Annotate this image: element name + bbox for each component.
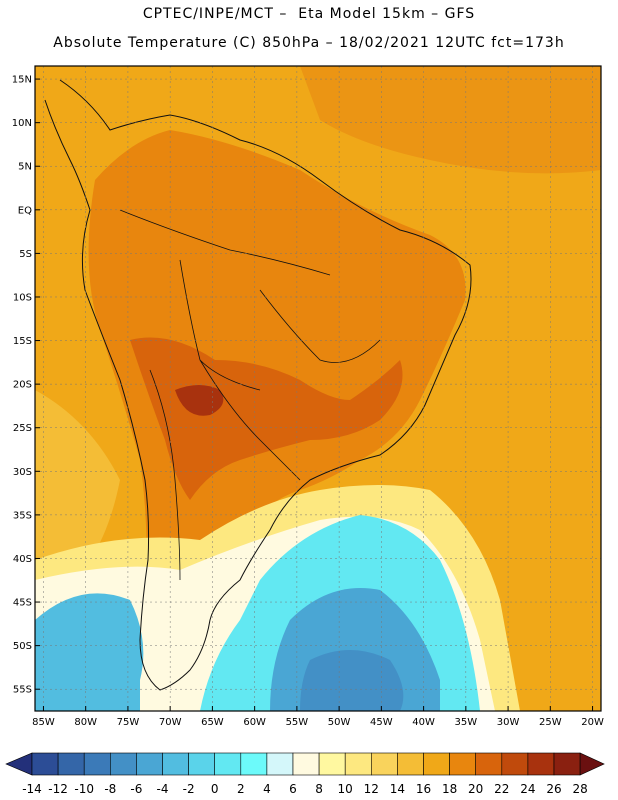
field-hot-core [130,337,403,500]
lat-tick-label: 55S [13,685,32,696]
country-borders [119,209,381,581]
lat-tick-label: 5N [18,162,32,173]
colorbar-label: 20 [468,782,483,796]
lat-tick-label: 10N [12,118,32,129]
colorbar-swatch [370,752,398,776]
lon-tick-label: 35W [455,717,478,728]
colorbar-label: 14 [390,782,405,796]
colorbar-swatch [501,752,529,776]
colorbar-label: 2 [237,782,245,796]
map-title: CPTEC/INPE/MCT – Eta Model 15km – GFS [142,6,476,22]
longitude-axis: 85W 80W 75W 70W 65W 60W 55W 50W 45W 40W 35W 30W 25W 2… [32,706,604,728]
lat-tick-label: 10S [13,292,32,303]
lon-tick-label: 55W [286,717,309,728]
coastline [44,79,472,691]
colorbar-label: 8 [315,782,323,796]
colorbar-label: 18 [442,782,457,796]
colorbar-label: -2 [183,782,195,796]
colorbar-label: -6 [130,782,142,796]
lat-tick-label: 15N [12,75,32,86]
lon-tick-label: 30W [497,717,520,728]
colorbar-swatch [240,752,268,776]
colorbar-swatch [397,752,424,776]
lat-tick-label: 40S [13,554,32,565]
map-frame [34,65,602,712]
colorbar-swatch [344,752,372,776]
lon-tick-label: 40W [412,717,435,728]
field-coldest [300,650,404,711]
lon-tick-label: 75W [117,717,140,728]
colorbar-swatch [475,752,503,776]
field-hottest [175,385,224,416]
colorbar-label: -12 [48,782,68,796]
colorbar-swatch [449,752,477,776]
lat-tick-label: 20S [13,380,32,391]
colorbar-arrow-left [5,752,33,776]
colorbar-label: 24 [520,782,535,796]
colorbar-swatch [188,752,216,776]
colorbar-label: 6 [289,782,297,796]
lon-tick-label: 45W [370,717,393,728]
lat-tick-label: 15S [13,336,32,347]
colorbar-swatch [527,752,555,776]
colorbar-swatch [318,752,346,776]
colorbar-swatch [266,752,294,776]
colorbar-swatch [214,752,242,776]
lon-tick-label: 65W [201,717,224,728]
lon-tick-label: 70W [159,717,182,728]
lat-tick-label: 5S [19,249,32,260]
field-sw-cold [35,593,144,711]
colorbar-label: 26 [546,782,561,796]
lat-tick-label: 50S [13,641,32,652]
latitude-axis: 15N 10N 5N EQ 5S 10S 15S 20S 25S 30S 35S 40S 45S 50S 5… [12,75,40,696]
colorbar-arrow-right [579,752,605,776]
map-gridlines [35,66,601,711]
colorbar-label: -8 [104,782,116,796]
colorbar-swatch [83,752,111,776]
colorbar-swatch [136,752,163,776]
lat-tick-label: 30S [13,467,32,478]
colorbar-swatch [162,752,189,776]
lon-tick-label: 50W [328,717,351,728]
colorbar-swatch [57,752,85,776]
colorbar-label: 16 [416,782,431,796]
lon-tick-label: 25W [539,717,562,728]
colorbar: -14 -12 -10 -8 -6 -4 -2 0 2 4 6 8 10 12 14 16 18 20 22 24 26… [5,752,605,796]
colorbar-swatch [423,752,450,776]
colorbar-label: 28 [572,782,587,796]
colorbar-label: 4 [263,782,271,796]
map-subtitle: Absolute Temperature (C) 850hPa – 18/02/… [53,35,565,51]
lon-tick-label: 80W [74,717,97,728]
colorbar-swatch [553,752,581,776]
lon-tick-label: 60W [243,717,266,728]
lon-tick-label: 85W [32,717,55,728]
colorbar-swatch [292,752,320,776]
lat-tick-label: 45S [13,598,32,609]
field-pacific-light [35,390,120,570]
colorbar-label: -4 [157,782,169,796]
colorbar-label: -10 [74,782,94,796]
lat-tick-label: EQ [18,205,32,216]
colorbar-label: 22 [494,782,509,796]
colorbar-label: 10 [338,782,353,796]
colorbar-label: 12 [364,782,379,796]
colorbar-label: -14 [22,782,42,796]
colorbar-swatch [110,752,137,776]
colorbar-label: 0 [211,782,219,796]
field-atlantic-warm [300,66,601,174]
lat-tick-label: 35S [13,510,32,521]
temperature-map: 15N 10N 5N EQ 5S 10S 15S 20S 25S 30S 35S 40S 45S 50S 5… [12,65,604,728]
lat-tick-label: 25S [13,423,32,434]
colorbar-swatch [31,752,59,776]
lon-tick-label: 20W [581,717,604,728]
